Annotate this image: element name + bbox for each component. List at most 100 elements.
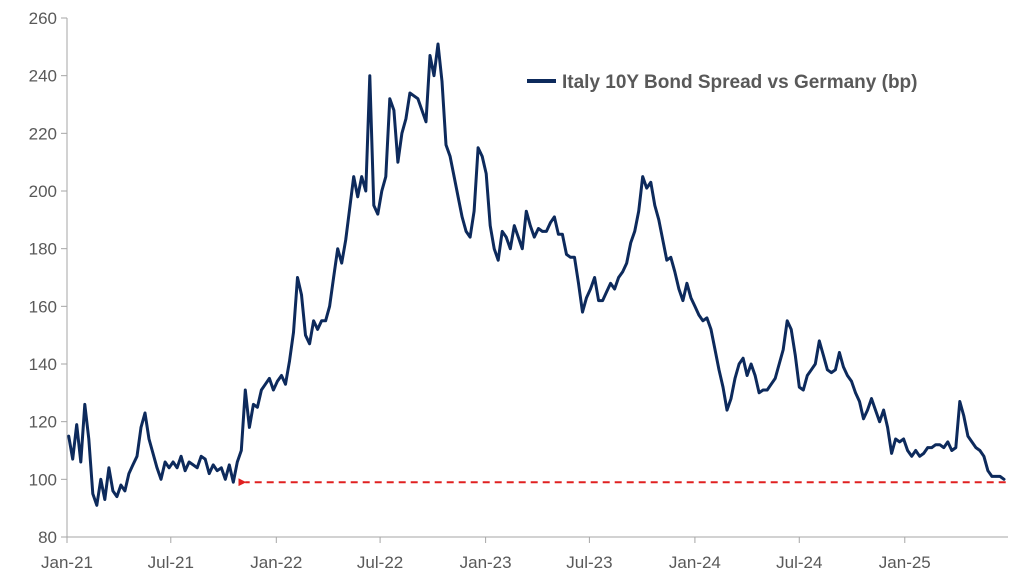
data-point bbox=[440, 80, 444, 83]
data-point bbox=[276, 380, 279, 383]
y-tick-label: 80 bbox=[38, 528, 57, 547]
data-point bbox=[858, 400, 861, 403]
series-group bbox=[67, 42, 1006, 507]
data-point bbox=[741, 357, 745, 360]
data-point bbox=[822, 354, 825, 357]
legend-label: Italy 10Y Bond Spread vs Germany (bp) bbox=[562, 72, 917, 93]
data-point bbox=[324, 319, 327, 322]
data-point bbox=[99, 478, 103, 481]
data-point bbox=[296, 276, 299, 279]
data-point bbox=[196, 466, 199, 469]
data-point bbox=[641, 175, 644, 178]
data-point bbox=[216, 469, 219, 472]
data-point bbox=[123, 489, 127, 493]
data-point bbox=[866, 408, 869, 412]
data-point bbox=[103, 498, 107, 501]
data-point bbox=[914, 449, 917, 452]
data-point bbox=[131, 463, 135, 467]
data-point bbox=[689, 296, 693, 299]
data-point bbox=[954, 446, 957, 449]
data-point bbox=[376, 212, 379, 216]
data-point bbox=[256, 406, 259, 409]
data-point bbox=[926, 446, 929, 449]
data-point bbox=[617, 276, 620, 279]
data-point bbox=[549, 221, 552, 224]
data-point bbox=[577, 282, 580, 285]
data-point bbox=[236, 460, 239, 464]
data-point bbox=[87, 437, 91, 441]
data-point bbox=[248, 426, 251, 429]
data-point bbox=[264, 383, 267, 386]
data-point bbox=[139, 426, 143, 429]
y-tick-label: 260 bbox=[29, 9, 57, 28]
data-point bbox=[232, 481, 235, 484]
data-point bbox=[673, 270, 676, 273]
data-point bbox=[364, 189, 367, 193]
data-point bbox=[284, 383, 287, 386]
data-point bbox=[962, 414, 965, 418]
data-point bbox=[408, 91, 412, 95]
x-tick-label: Jan-25 bbox=[879, 553, 931, 572]
data-point bbox=[171, 460, 175, 464]
data-point bbox=[167, 466, 171, 469]
data-point bbox=[725, 408, 729, 412]
data-point bbox=[958, 400, 961, 403]
y-tick-label: 200 bbox=[29, 182, 57, 201]
data-point bbox=[950, 449, 953, 452]
data-point bbox=[902, 437, 905, 441]
data-point bbox=[753, 374, 757, 377]
data-point bbox=[380, 189, 383, 193]
data-point bbox=[745, 374, 749, 377]
data-point bbox=[938, 443, 941, 446]
data-point bbox=[894, 437, 897, 441]
data-point bbox=[798, 385, 801, 389]
data-point bbox=[561, 233, 564, 236]
data-point bbox=[489, 224, 492, 227]
data-point bbox=[320, 319, 323, 322]
data-point bbox=[179, 455, 183, 458]
data-point bbox=[717, 368, 721, 371]
data-point bbox=[569, 256, 572, 259]
data-point bbox=[589, 287, 592, 291]
data-point bbox=[228, 463, 231, 467]
data-point bbox=[400, 132, 404, 135]
data-point bbox=[733, 377, 737, 380]
data-point bbox=[127, 472, 131, 475]
data-point bbox=[1002, 478, 1006, 481]
data-point bbox=[143, 411, 147, 415]
data-point bbox=[416, 97, 420, 100]
data-point bbox=[200, 455, 203, 458]
data-point bbox=[372, 204, 375, 207]
data-point bbox=[497, 259, 500, 262]
data-point bbox=[609, 282, 612, 285]
data-point bbox=[448, 155, 452, 158]
data-point bbox=[657, 218, 660, 221]
data-point bbox=[677, 287, 681, 291]
data-point bbox=[593, 276, 596, 279]
data-point bbox=[850, 380, 853, 383]
data-point bbox=[316, 328, 319, 331]
data-point bbox=[665, 259, 668, 262]
data-point bbox=[183, 469, 187, 472]
y-axis-ticks: 80 100 120 140 160 180 200 220 240 260 bbox=[29, 9, 67, 547]
x-tick-label: Jan-24 bbox=[669, 553, 721, 572]
data-point bbox=[701, 319, 705, 322]
data-point bbox=[918, 455, 921, 458]
data-point bbox=[770, 383, 773, 386]
data-point bbox=[392, 109, 396, 112]
data-point bbox=[749, 362, 753, 366]
data-point bbox=[886, 426, 889, 429]
data-point bbox=[360, 175, 363, 178]
data-point bbox=[452, 175, 456, 178]
data-point bbox=[854, 391, 857, 394]
data-point bbox=[541, 230, 544, 233]
data-point bbox=[300, 293, 303, 296]
data-point bbox=[697, 313, 701, 317]
data-point bbox=[436, 42, 440, 46]
data-point bbox=[810, 368, 813, 371]
y-tick-label: 100 bbox=[29, 470, 57, 489]
data-point bbox=[705, 316, 709, 320]
x-axis-ticks: Jan-21 Jul-21 Jan-22 Jul-22 Jan-23 Jul-23 Jan-… bbox=[41, 537, 931, 572]
data-point bbox=[521, 247, 524, 250]
data-point bbox=[308, 342, 311, 345]
